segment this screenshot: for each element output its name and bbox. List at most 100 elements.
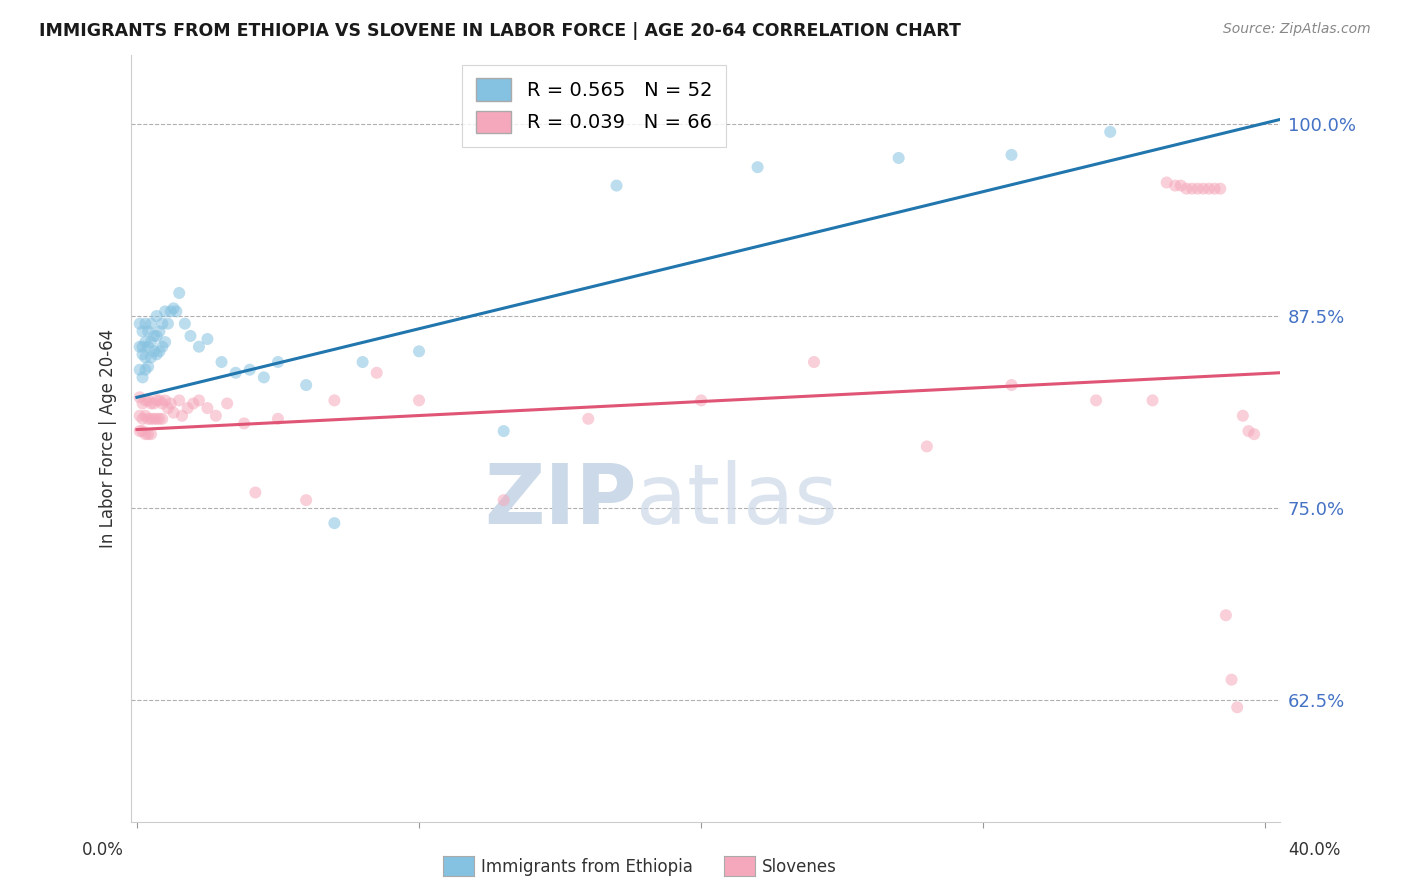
Point	[145, 412, 167, 426]
Point	[134, 409, 156, 423]
Point	[295, 378, 318, 392]
Legend: R = 0.565   N = 52, R = 0.039   N = 66: R = 0.565 N = 52, R = 0.039 N = 66	[463, 65, 725, 146]
Point	[145, 393, 167, 408]
Point	[139, 427, 162, 442]
Point	[605, 178, 627, 193]
Point	[162, 301, 184, 316]
Point	[408, 393, 430, 408]
Text: IMMIGRANTS FROM ETHIOPIA VS SLOVENE IN LABOR FORCE | AGE 20-64 CORRELATION CHART: IMMIGRANTS FROM ETHIOPIA VS SLOVENE IN L…	[39, 22, 962, 40]
Point	[162, 406, 184, 420]
Text: Slovenes: Slovenes	[762, 858, 837, 876]
Point	[1164, 178, 1187, 193]
Point	[233, 417, 256, 431]
Point	[295, 493, 318, 508]
Point	[408, 344, 430, 359]
Point	[1232, 409, 1254, 423]
Point	[170, 409, 193, 423]
Point	[1181, 181, 1204, 195]
Point	[181, 396, 204, 410]
Point	[156, 317, 179, 331]
Point	[211, 355, 233, 369]
Point	[142, 396, 165, 410]
Point	[1175, 181, 1198, 195]
Point	[145, 329, 167, 343]
Point	[1198, 181, 1220, 195]
Point	[1099, 125, 1122, 139]
Point	[176, 401, 198, 415]
Point	[131, 412, 153, 426]
Point	[188, 393, 211, 408]
Point	[131, 370, 153, 384]
Point	[690, 393, 713, 408]
Point	[1192, 181, 1215, 195]
Point	[134, 362, 156, 376]
Point	[1215, 608, 1237, 623]
Point	[245, 485, 267, 500]
Point	[1000, 148, 1022, 162]
Point	[1187, 181, 1209, 195]
Point	[131, 396, 153, 410]
Point	[145, 347, 167, 361]
Point	[136, 427, 159, 442]
Point	[267, 355, 290, 369]
Point	[1243, 427, 1265, 442]
Point	[323, 516, 346, 531]
Point	[267, 412, 290, 426]
Point	[136, 412, 159, 426]
Point	[803, 355, 825, 369]
Text: atlas: atlas	[637, 459, 838, 541]
Point	[134, 393, 156, 408]
Point	[167, 285, 190, 300]
Point	[253, 370, 276, 384]
Point	[128, 390, 150, 404]
Point	[134, 427, 156, 442]
Point	[150, 412, 173, 426]
Point	[148, 393, 170, 408]
Point	[747, 160, 769, 174]
Point	[139, 335, 162, 350]
Point	[128, 409, 150, 423]
Point	[167, 393, 190, 408]
Point	[1237, 424, 1260, 438]
Point	[576, 412, 599, 426]
Point	[179, 329, 201, 343]
Point	[1085, 393, 1108, 408]
Text: Immigrants from Ethiopia: Immigrants from Ethiopia	[481, 858, 693, 876]
Point	[205, 409, 228, 423]
Point	[150, 317, 173, 331]
Point	[915, 439, 938, 453]
Point	[225, 366, 247, 380]
Point	[148, 324, 170, 338]
Point	[217, 396, 239, 410]
Point	[128, 317, 150, 331]
Point	[153, 304, 176, 318]
Text: 40.0%: 40.0%	[1288, 840, 1341, 858]
Text: ZIP: ZIP	[484, 459, 637, 541]
Point	[142, 329, 165, 343]
Point	[136, 340, 159, 354]
Point	[134, 317, 156, 331]
Point	[323, 393, 346, 408]
Point	[197, 401, 219, 415]
Point	[887, 151, 910, 165]
Point	[139, 412, 162, 426]
Point	[173, 317, 195, 331]
Point	[1156, 176, 1178, 190]
Point	[134, 351, 156, 365]
Point	[352, 355, 374, 369]
Point	[145, 309, 167, 323]
Point	[136, 324, 159, 338]
Point	[136, 359, 159, 374]
Point	[139, 396, 162, 410]
Point	[142, 344, 165, 359]
Point	[153, 335, 176, 350]
Point	[131, 340, 153, 354]
Point	[131, 324, 153, 338]
Point	[492, 424, 515, 438]
Point	[128, 362, 150, 376]
Point	[1000, 378, 1022, 392]
Point	[366, 366, 388, 380]
Text: Source: ZipAtlas.com: Source: ZipAtlas.com	[1223, 22, 1371, 37]
Point	[1220, 673, 1243, 687]
Point	[159, 396, 181, 410]
